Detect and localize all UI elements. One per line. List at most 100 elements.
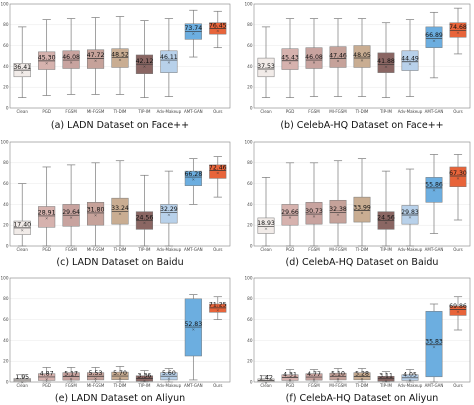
panel-caption: (a) LADN Dataset on Face++ <box>51 120 189 131</box>
mean-marker <box>408 62 412 66</box>
mean-marker <box>216 29 219 33</box>
y-tick-label: 40 <box>247 338 253 343</box>
x-tick-label: PGD <box>42 247 51 252</box>
median-value-label: 52.83 <box>184 321 202 328</box>
x-tick-label: MI-FGSM <box>87 247 105 252</box>
y-tick-label: 20 <box>247 223 253 228</box>
median-value-label: 42.12 <box>136 58 154 65</box>
x-tick-label: Adv-Makeup <box>157 383 182 388</box>
panel-caption: (e) LADN Dataset on Aliyun <box>55 393 185 404</box>
x-tick-label: PGD <box>42 109 51 114</box>
mean-marker <box>69 377 73 381</box>
x-tick-label: PGD <box>286 247 295 252</box>
y-tick-label: 20 <box>3 223 9 228</box>
x-tick-label: Adv-Makeup <box>398 383 423 388</box>
mean-marker <box>264 70 268 73</box>
median-value-label: 76.45 <box>209 22 227 29</box>
median-value-label: 71.25 <box>209 302 227 309</box>
median-value-label: 17.40 <box>13 222 31 229</box>
mean-marker <box>143 221 146 224</box>
box-adv-makeup <box>401 50 419 71</box>
box-ti-dim <box>353 196 371 223</box>
median-value-label: 33.24 <box>111 205 129 212</box>
box-adv-makeup <box>160 204 178 224</box>
median-value-label: 33.99 <box>353 204 371 211</box>
y-tick-label: 20 <box>247 359 253 364</box>
mean-marker <box>336 59 340 63</box>
x-tick-label: Ours <box>213 247 222 252</box>
mean-marker <box>312 378 316 381</box>
box-amt-gan <box>425 26 443 48</box>
mean-marker <box>432 39 436 42</box>
median-value-label: 74.68 <box>449 24 467 31</box>
mean-marker <box>21 71 24 74</box>
median-value-label: 28.91 <box>38 210 56 217</box>
y-tick-label: 40 <box>3 64 9 69</box>
median-value-label: 3.11 <box>379 373 393 380</box>
x-tick-label: Ours <box>213 109 222 114</box>
x-tick-label: Ours <box>453 109 462 114</box>
x-tick-label: MI-FGSM <box>87 109 105 114</box>
mean-marker <box>384 221 388 224</box>
median-value-label: 5.28 <box>355 370 369 377</box>
mean-marker <box>336 377 340 381</box>
median-value-label: 72.46 <box>209 164 227 171</box>
median-value-label: 1.42 <box>259 374 273 381</box>
mean-marker <box>143 379 146 383</box>
box-amt-gan <box>184 170 202 186</box>
x-tick-label: Adv-Makeup <box>157 247 182 252</box>
x-tick-label: Ours <box>453 383 462 388</box>
box-tip-im <box>377 52 395 73</box>
chart-panel-2: 0 20 40 60 80 100 17.40 Clean 28.91 PGD 29.64 FGSM 3… <box>1 139 231 268</box>
box-fgsm <box>62 50 80 69</box>
median-value-label: 66.89 <box>425 32 443 39</box>
x-tick-label: AMT-GAN <box>425 247 444 252</box>
x-tick-label: TI-DIM <box>113 109 127 114</box>
chart-panel-3: 0 20 40 60 80 100 18.93 Clean 29.66 PGD 30.73 FGSM 3… <box>245 139 471 268</box>
mean-marker <box>94 377 97 380</box>
mean-marker <box>288 378 292 382</box>
panel-caption: (b) CelebA-HQ Dataset on Face++ <box>280 120 443 131</box>
median-value-label: 5.17 <box>64 370 78 377</box>
box-ours <box>209 164 227 179</box>
mean-marker <box>118 212 122 215</box>
y-tick-label: 100 <box>245 139 253 144</box>
box-mi-fgsm <box>329 46 347 68</box>
plot-frame <box>9 3 231 109</box>
median-value-label: 1.95 <box>15 374 29 381</box>
mean-marker <box>167 61 171 64</box>
box-ti-dim <box>111 48 129 68</box>
y-tick-label: 0 <box>250 379 253 384</box>
median-value-label: 5.10 <box>331 370 345 377</box>
x-tick-label: MI-FGSM <box>329 109 347 114</box>
median-value-label: 55.86 <box>425 182 443 189</box>
box-clean <box>257 217 275 234</box>
plot-frame <box>253 3 471 109</box>
y-tick-label: 40 <box>247 202 253 207</box>
median-value-label: 37.53 <box>257 63 275 70</box>
median-value-label: 3.36 <box>138 372 152 379</box>
x-tick-label: FGSM <box>308 109 320 114</box>
mean-marker <box>69 61 73 64</box>
y-tick-label: 80 <box>3 160 9 165</box>
mean-marker <box>118 377 122 380</box>
median-value-label: 24.56 <box>136 214 154 221</box>
median-value-label: 73.74 <box>184 25 202 32</box>
x-tick-label: Clean <box>260 383 272 388</box>
x-tick-label: TIP-IM <box>379 109 393 114</box>
x-tick-label: Adv-Makeup <box>398 109 423 114</box>
x-tick-label: Clean <box>17 247 29 252</box>
panel-caption: (d) CelebA-HQ Dataset on Baidu <box>286 257 439 268</box>
mean-marker <box>264 227 268 230</box>
mean-marker <box>456 31 460 34</box>
y-tick-label: 20 <box>247 85 253 90</box>
mean-marker <box>432 345 436 349</box>
y-tick-label: 100 <box>245 275 253 280</box>
x-tick-label: AMT-GAN <box>184 109 203 114</box>
median-value-label: 48.52 <box>111 51 129 58</box>
median-value-label: 46.08 <box>62 54 80 61</box>
y-tick-label: 60 <box>247 43 253 48</box>
x-tick-label: Clean <box>260 109 272 114</box>
median-value-label: 18.93 <box>257 220 275 227</box>
x-tick-label: Ours <box>453 247 462 252</box>
